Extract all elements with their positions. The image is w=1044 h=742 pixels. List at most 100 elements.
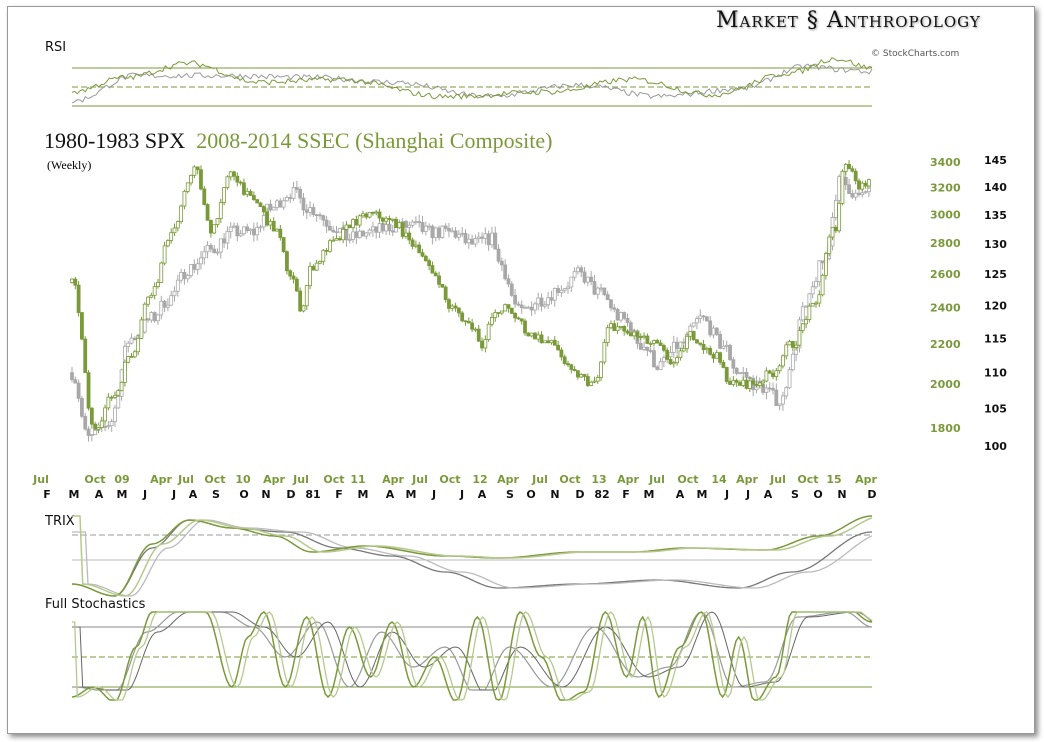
- x-label-spx: N: [550, 488, 559, 501]
- ssec-candle: [205, 204, 210, 221]
- spx-candle: [764, 387, 769, 393]
- ssec-candle: [546, 340, 551, 344]
- spx-candle: [708, 320, 713, 336]
- ssec-candle: [93, 423, 98, 430]
- spx-candle: [698, 315, 703, 319]
- spx-candle: [351, 231, 355, 240]
- x-label-ssec: Oct: [559, 473, 580, 486]
- spx-candle: [744, 372, 749, 378]
- ssec-candle: [556, 344, 560, 351]
- spx-candle: [777, 403, 782, 407]
- ssec-candle: [771, 372, 775, 377]
- ssec-candle: [499, 310, 504, 314]
- ssec-candle: [202, 188, 207, 205]
- spx-candle: [559, 289, 564, 293]
- spx-candle: [562, 288, 567, 291]
- spx-candle: [731, 359, 736, 369]
- spx-candle: [374, 226, 379, 233]
- x-label-ssec: Oct: [677, 473, 698, 486]
- ssec-candle: [261, 206, 266, 213]
- spx-candle: [496, 248, 501, 262]
- ssec-candle: [341, 228, 346, 241]
- ssec-candle: [228, 171, 233, 178]
- spx-candle: [83, 415, 88, 430]
- spx-candle: [820, 260, 825, 264]
- ssec-candle: [189, 174, 193, 184]
- ssec-candle: [185, 182, 190, 192]
- ssec-candle: [827, 236, 832, 254]
- ssec-candle: [129, 356, 134, 358]
- spx-candle: [334, 231, 339, 234]
- ssec-candle: [850, 168, 855, 172]
- spx-candle: [73, 379, 78, 384]
- ssec-candle: [410, 239, 415, 247]
- spx-candle: [767, 387, 772, 390]
- x-label-spx: O: [239, 488, 248, 501]
- spx-candle: [701, 315, 706, 318]
- ssec-candle: [685, 335, 689, 349]
- x-label-ssec: 13: [591, 473, 606, 486]
- ssec-candle: [242, 182, 246, 195]
- ssec-tick-label: 2000: [930, 378, 961, 391]
- spx-candle: [433, 227, 438, 239]
- ssec-candle: [615, 326, 620, 331]
- x-label-spx: 82: [594, 488, 609, 501]
- ssec-candle: [582, 374, 587, 377]
- spx-candle: [814, 281, 818, 288]
- ssec-candle: [857, 180, 861, 190]
- spx-candle: [800, 306, 805, 321]
- x-label-ssec: 14: [711, 473, 727, 486]
- spx-candle: [595, 287, 600, 295]
- spx-candle: [569, 276, 574, 288]
- ssec-candle: [559, 349, 564, 358]
- x-label-spx: S: [791, 488, 799, 501]
- ssec-candle: [450, 305, 455, 309]
- stoch-spx-line: [72, 611, 873, 691]
- spx-candle: [304, 209, 309, 213]
- ssec-tick-label: 1800: [930, 422, 961, 435]
- ssec-candle: [552, 339, 557, 346]
- ssec-candle: [400, 222, 405, 237]
- spx-candle: [728, 344, 732, 361]
- spx-candle: [367, 229, 372, 234]
- spx-candle: [771, 388, 775, 391]
- spx-candle: [638, 343, 643, 350]
- spx-candle: [93, 429, 98, 436]
- ssec-candle: [734, 380, 739, 383]
- ssec-candle: [195, 166, 200, 171]
- ssec-candle: [132, 351, 137, 358]
- ssec-candle: [440, 283, 445, 288]
- ssec-candle: [781, 355, 785, 367]
- ssec-candle: [761, 380, 765, 384]
- spx-tick-label: 100: [984, 440, 1007, 453]
- spx-candle: [642, 346, 646, 350]
- x-label-spx: J: [745, 488, 750, 501]
- ssec-candle: [721, 361, 726, 368]
- ssec-candle: [109, 396, 114, 399]
- spx-candle: [668, 352, 673, 358]
- spx-candle: [655, 366, 660, 370]
- ssec-candle: [294, 278, 299, 292]
- spx-candle: [410, 221, 415, 226]
- ssec-candle: [490, 317, 494, 325]
- ssec-candle: [397, 222, 402, 229]
- x-label-ssec: Apr: [497, 473, 519, 486]
- spx-candle: [473, 238, 478, 245]
- ssec-candle: [413, 244, 418, 247]
- spx-candle: [361, 230, 365, 237]
- spx-candle: [466, 238, 471, 244]
- spx-candle: [847, 184, 851, 194]
- spx-candle: [377, 223, 382, 233]
- ssec-candle: [824, 253, 828, 276]
- ssec-candle: [430, 265, 435, 274]
- spx-candle: [509, 283, 514, 296]
- ssec-candle: [648, 342, 653, 345]
- x-label-ssec: 09: [114, 473, 129, 486]
- rsi-label: RSI: [45, 40, 67, 55]
- title-spx: 1980-1983 SPX: [44, 128, 186, 153]
- ssec-tick-label: 2400: [930, 302, 961, 315]
- spx-candle: [162, 300, 167, 308]
- spx-candle: [116, 396, 121, 409]
- x-label-spx: M: [117, 488, 128, 501]
